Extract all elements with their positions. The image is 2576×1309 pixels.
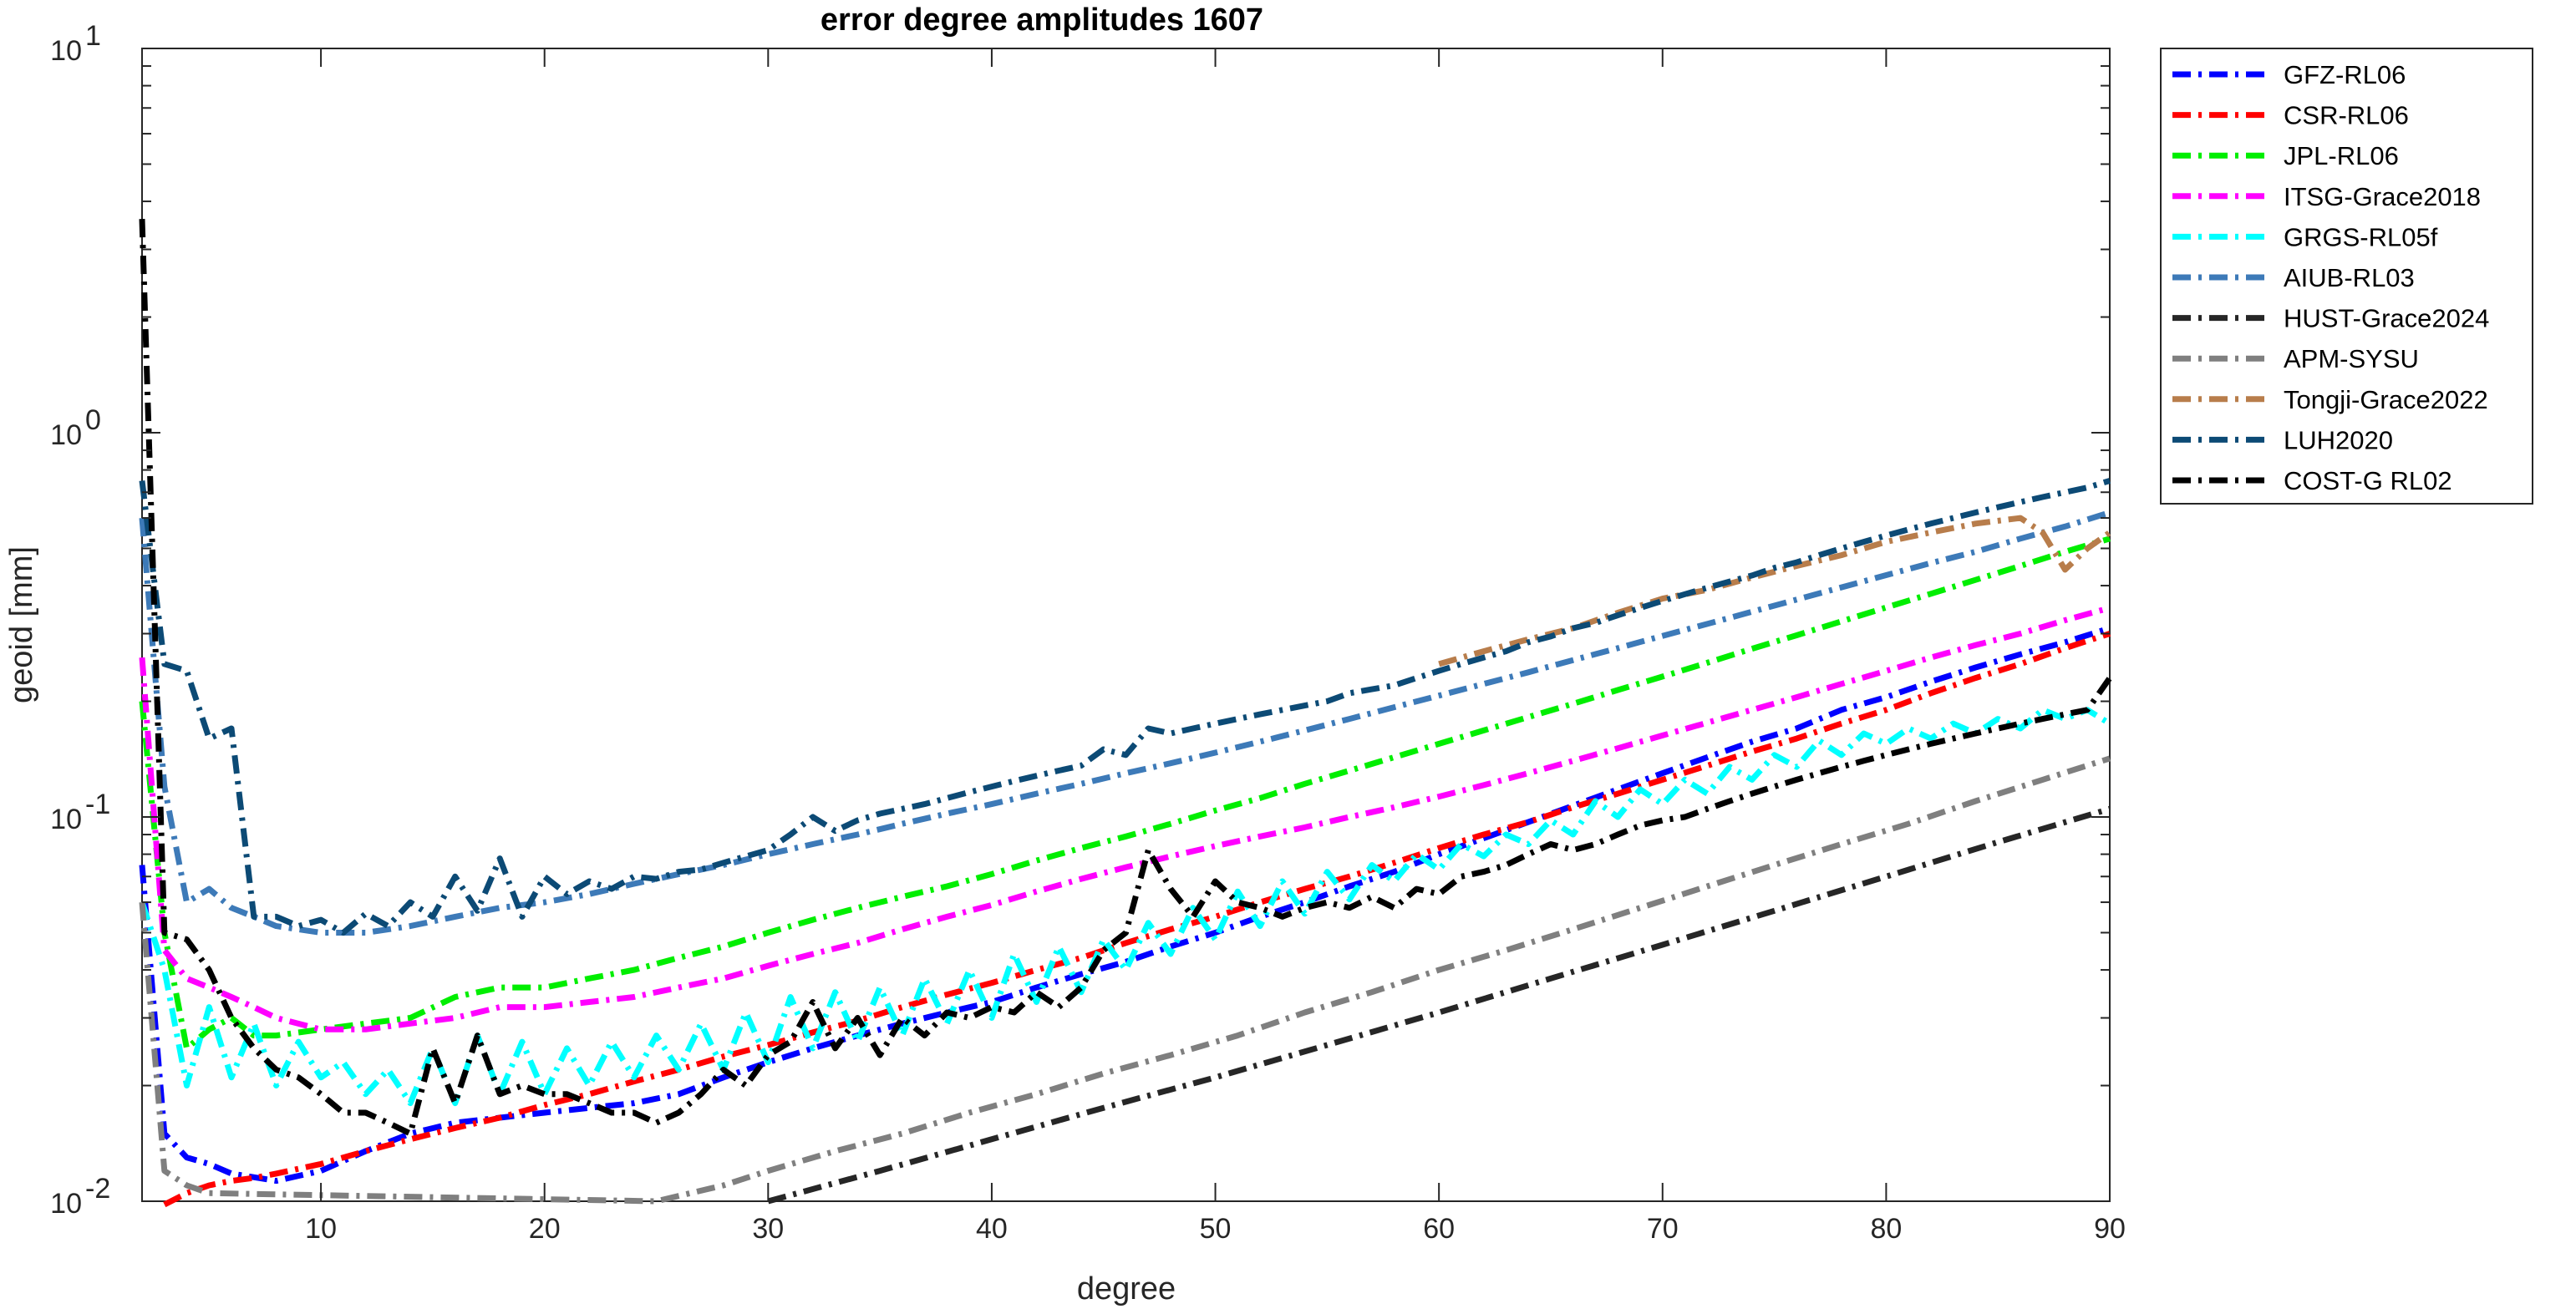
x-tick-label-8: 90 [2094, 1213, 2126, 1245]
legend-label-4: GRGS-RL05f [2284, 222, 2438, 251]
legend: GFZ-RL06 CSR-RL06 JPL-RL06 ITSG-Grace2018 GR… [2160, 48, 2533, 505]
legend-label-8: Tongji-Grace2022 [2284, 385, 2488, 414]
legend-label-10: COST-G RL02 [2284, 466, 2452, 495]
legend-items: GFZ-RL06 CSR-RL06 JPL-RL06 ITSG-Grace2018 GR… [2172, 60, 2489, 495]
series-line-2 [139, 535, 2111, 1052]
legend-label-6: HUST-Grace2024 [2284, 304, 2489, 333]
series-line-6 [767, 805, 2111, 1205]
legend-label-3: ITSG-Grace2018 [2284, 182, 2481, 211]
legend-label-2: JPL-RL06 [2284, 141, 2399, 170]
y-tick-label-2: 10 [50, 419, 82, 451]
y-tick-exponent-0: -2 [85, 1173, 110, 1205]
x-tick-label-1: 20 [529, 1213, 561, 1245]
series-line-3 [139, 605, 2111, 1032]
series-line-1 [163, 631, 2111, 1208]
series-line-8 [1438, 515, 2112, 667]
x-tick-label-2: 30 [752, 1213, 784, 1245]
series-line-10 [139, 218, 2112, 1137]
series-line-9 [139, 478, 2111, 936]
legend-label-5: AIUB-RL03 [2284, 263, 2415, 292]
y-tick-exponent-3: 1 [85, 20, 101, 52]
x-tick-label-5: 60 [1423, 1213, 1455, 1245]
series-line-7 [139, 755, 2111, 1205]
x-tick-label-0: 10 [305, 1213, 337, 1245]
series-line-5 [139, 510, 2111, 936]
series-line-4 [139, 707, 2111, 1107]
legend-label-9: LUH2020 [2284, 425, 2393, 454]
y-tick-label-0: 10 [50, 1188, 82, 1220]
chart-title: error degree amplitudes 1607 [821, 3, 1263, 38]
x-tick-label-3: 40 [976, 1213, 1008, 1245]
y-tick-label-1: 10 [50, 804, 82, 835]
x-axis-label: degree [1077, 1271, 1176, 1306]
y-tick-exponent-1: -1 [85, 789, 110, 820]
axes-box [141, 48, 2111, 1202]
legend-label-0: GFZ-RL06 [2284, 60, 2406, 89]
series-group [139, 218, 2112, 1208]
legend-label-1: CSR-RL06 [2284, 101, 2409, 130]
x-tick-label-4: 50 [1200, 1213, 1232, 1245]
y-tick-exponent-2: 0 [85, 404, 101, 436]
series-line-0 [139, 625, 2111, 1185]
legend-label-7: APM-SYSU [2284, 344, 2419, 373]
y-axis-label: geoid [mm] [4, 546, 39, 703]
x-tick-label-7: 80 [1870, 1213, 1902, 1245]
x-tick-label-6: 70 [1647, 1213, 1679, 1245]
y-tick-label-3: 10 [50, 35, 82, 67]
